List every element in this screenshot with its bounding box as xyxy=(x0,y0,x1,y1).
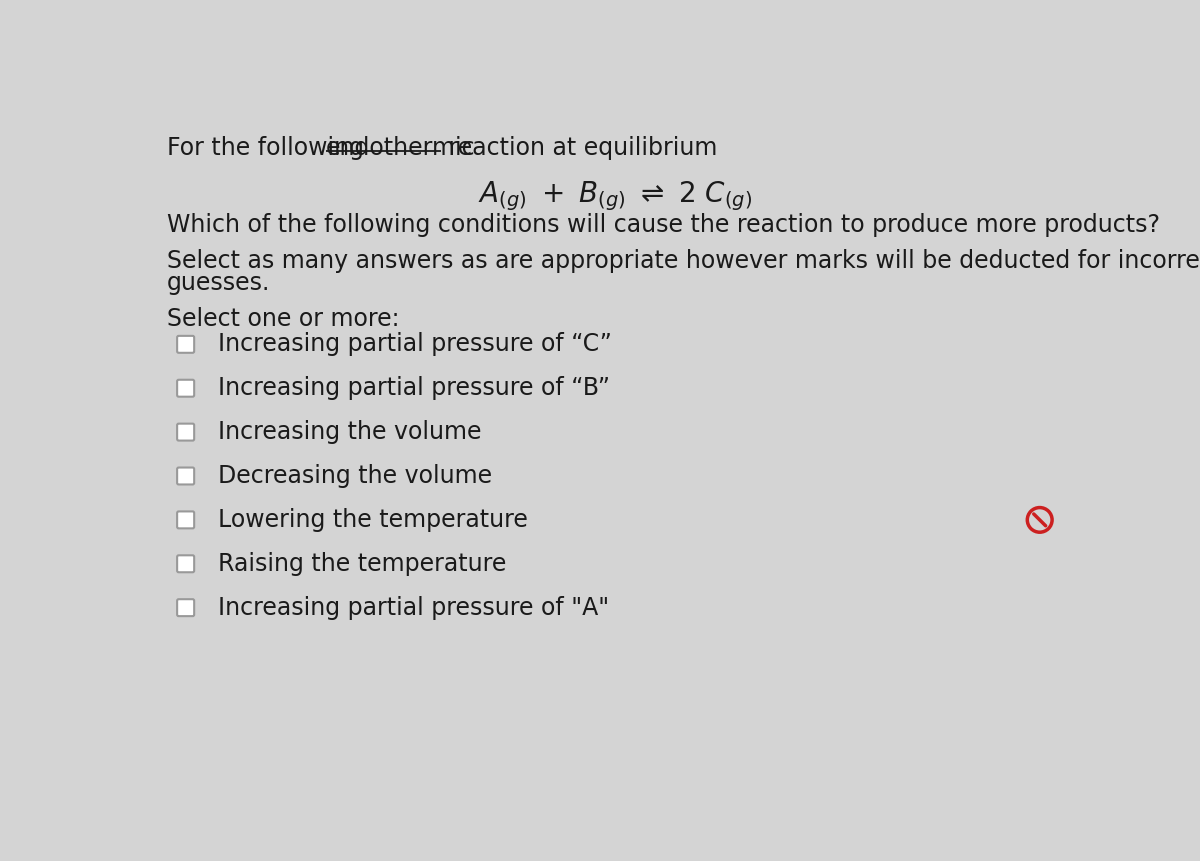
Text: Select one or more:: Select one or more: xyxy=(167,307,400,331)
Text: Select as many answers as are appropriate however marks will be deducted for inc: Select as many answers as are appropriat… xyxy=(167,249,1200,273)
FancyBboxPatch shape xyxy=(178,511,194,529)
Text: Increasing partial pressure of “C”: Increasing partial pressure of “C” xyxy=(218,332,612,356)
Text: guesses.: guesses. xyxy=(167,271,270,295)
Text: Increasing partial pressure of “B”: Increasing partial pressure of “B” xyxy=(218,376,611,400)
FancyBboxPatch shape xyxy=(178,555,194,573)
Text: Lowering the temperature: Lowering the temperature xyxy=(218,508,528,532)
FancyBboxPatch shape xyxy=(178,380,194,397)
Text: $\mathit{A}_{(g)}$$\mathit{\  +\ }$$\mathit{B}_{(g)}$$\ \rightleftharpoons\ $$2\: $\mathit{A}_{(g)}$$\mathit{\ +\ }$$\math… xyxy=(478,180,752,214)
Text: Decreasing the volume: Decreasing the volume xyxy=(218,464,492,488)
Text: For the following: For the following xyxy=(167,136,372,160)
Text: Increasing partial pressure of "A": Increasing partial pressure of "A" xyxy=(218,596,610,620)
FancyBboxPatch shape xyxy=(178,599,194,616)
Text: Increasing the volume: Increasing the volume xyxy=(218,420,481,444)
FancyBboxPatch shape xyxy=(178,424,194,441)
Text: Raising the temperature: Raising the temperature xyxy=(218,552,506,576)
Text: Which of the following conditions will cause the reaction to produce more produc: Which of the following conditions will c… xyxy=(167,214,1160,238)
FancyBboxPatch shape xyxy=(178,468,194,485)
Text: reaction at equilibrium: reaction at equilibrium xyxy=(442,136,718,160)
FancyBboxPatch shape xyxy=(178,336,194,353)
Text: endothermic: endothermic xyxy=(325,136,475,160)
